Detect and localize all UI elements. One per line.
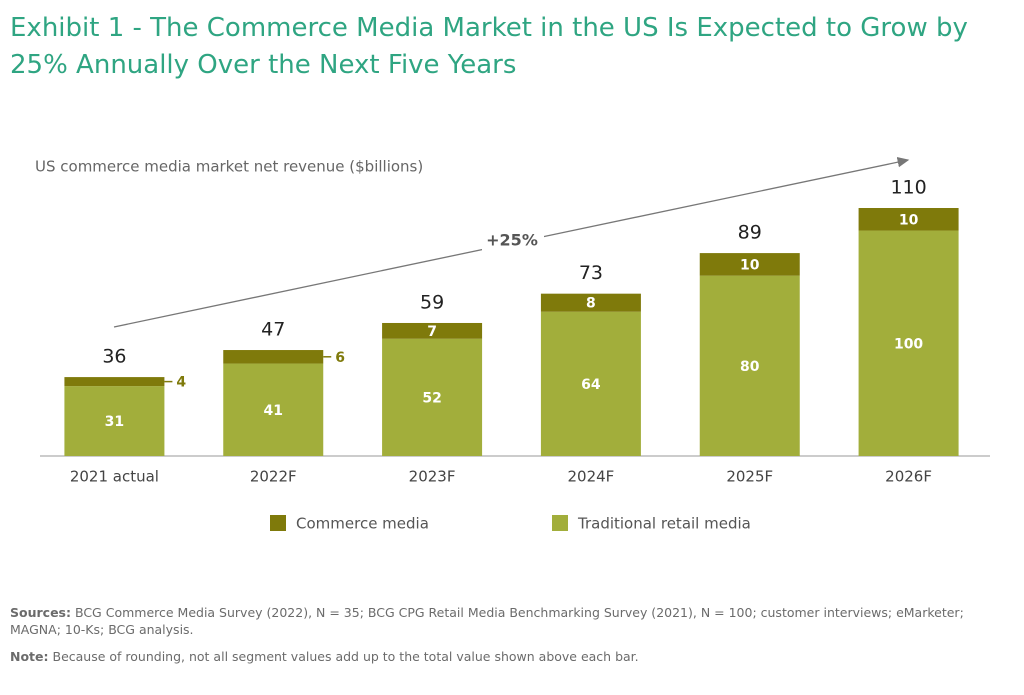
data-label: 10 <box>899 212 919 228</box>
bar-segment <box>540 311 641 456</box>
bar-segment <box>858 230 959 456</box>
bar-segment <box>64 386 165 456</box>
bar-segment <box>382 322 483 339</box>
total-label: 59 <box>420 291 444 313</box>
chart: US commerce media market net revenue ($b… <box>35 157 990 533</box>
data-label: 31 <box>105 414 124 430</box>
note-text: Because of rounding, not all segment val… <box>52 649 639 664</box>
bar-segment <box>223 350 324 364</box>
x-tick-label: 2026F <box>885 468 932 486</box>
sources-label: Sources: <box>10 605 71 620</box>
sources: Sources: BCG Commerce Media Survey (2022… <box>10 604 1010 638</box>
x-tick-label: 2025F <box>726 468 773 486</box>
bar-segment <box>858 208 959 231</box>
data-label: 64 <box>581 377 601 393</box>
bar-segment <box>382 338 483 456</box>
data-label: 52 <box>422 390 441 406</box>
data-label: 41 <box>264 403 283 419</box>
legend-swatch <box>270 515 286 531</box>
data-label: 80 <box>740 359 760 375</box>
data-label: 7 <box>427 324 437 340</box>
note: Note: Because of rounding, not all segme… <box>10 648 1010 665</box>
data-label: 8 <box>586 296 596 312</box>
bar-segment <box>64 377 165 387</box>
footer: Sources: BCG Commerce Media Survey (2022… <box>10 604 1010 675</box>
total-label: 73 <box>579 262 603 284</box>
bar-segment <box>699 253 800 276</box>
total-label: 110 <box>890 177 926 199</box>
legend-label: Commerce media <box>296 515 429 533</box>
bar-segment <box>223 363 324 456</box>
title: Exhibit 1 - The Commerce Media Market in… <box>10 13 968 80</box>
total-label: 47 <box>261 319 285 341</box>
legend-label: Traditional retail media <box>577 515 751 533</box>
x-tick-label: 2021 actual <box>70 468 159 486</box>
total-label: 36 <box>102 346 126 368</box>
subtitle: US commerce media market net revenue ($b… <box>35 158 423 176</box>
bar-segment <box>540 293 641 312</box>
legend-swatch <box>552 515 568 531</box>
x-tick-label: 2022F <box>250 468 297 486</box>
x-tick-label: 2023F <box>409 468 456 486</box>
x-tick-label: 2024F <box>568 468 615 486</box>
annotation-bg <box>482 229 544 253</box>
data-label: 10 <box>740 257 760 273</box>
annotation: +25% <box>486 231 538 250</box>
sources-text: BCG Commerce Media Survey (2022), N = 35… <box>10 605 964 637</box>
total-label: 89 <box>738 222 762 244</box>
data-label: 100 <box>894 336 923 352</box>
note-label: Note: <box>10 649 49 664</box>
data-label: 6 <box>335 350 345 366</box>
bar-segment <box>699 275 800 456</box>
data-label: 4 <box>176 375 186 391</box>
